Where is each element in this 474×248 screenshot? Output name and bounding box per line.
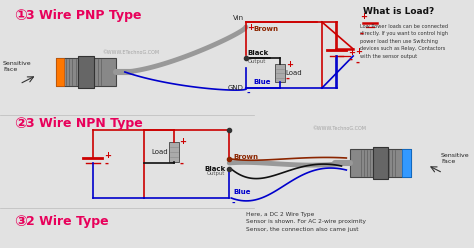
Bar: [169, 142, 179, 161]
Text: +: +: [286, 60, 293, 69]
Text: +: +: [355, 47, 362, 56]
Text: Low Power loads can be connected
directly. If you want to control high
power loa: Low Power loads can be connected directl…: [360, 24, 448, 59]
Text: ①: ①: [14, 8, 27, 23]
Text: ②: ②: [14, 116, 27, 131]
Text: ③: ③: [14, 214, 27, 229]
Text: Vin: Vin: [233, 15, 244, 21]
Text: -: -: [355, 58, 359, 68]
Text: ©WWW.ETechnoG.COM: ©WWW.ETechnoG.COM: [102, 50, 160, 55]
Text: -: -: [180, 158, 183, 168]
Text: Blue: Blue: [233, 189, 251, 195]
Text: Brown: Brown: [254, 26, 279, 32]
Text: +: +: [360, 12, 367, 21]
Text: Blue: Blue: [254, 79, 271, 85]
Text: Black: Black: [248, 50, 269, 56]
Text: +: +: [104, 152, 111, 160]
Text: Load: Load: [286, 70, 302, 76]
Text: 3 Wire PNP Type: 3 Wire PNP Type: [27, 9, 142, 22]
Text: -: -: [348, 55, 352, 65]
Text: What is Load?: What is Load?: [363, 7, 434, 16]
Text: Brown: Brown: [233, 154, 258, 160]
Text: Sensitive
Face: Sensitive Face: [3, 61, 32, 72]
Text: GND: GND: [228, 85, 244, 91]
Text: Load: Load: [151, 149, 168, 155]
Text: Here, a DC 2 Wire Type
Sensor is shown. For AC 2-wire proximity
Sensor, the conn: Here, a DC 2 Wire Type Sensor is shown. …: [246, 212, 366, 232]
Text: +: +: [247, 23, 254, 32]
Text: -: -: [360, 29, 364, 39]
Text: 2 Wire Type: 2 Wire Type: [27, 215, 109, 228]
Bar: [56, 58, 116, 86]
Text: Output: Output: [248, 59, 266, 64]
Bar: [350, 149, 410, 177]
Text: ©WWW.TechnoG.COM: ©WWW.TechnoG.COM: [312, 125, 366, 130]
Text: Black: Black: [204, 166, 225, 172]
Text: Output: Output: [207, 171, 225, 176]
Bar: [275, 64, 285, 82]
Text: -: -: [247, 89, 250, 98]
Text: -: -: [104, 159, 109, 169]
Bar: [402, 149, 410, 177]
Text: Sensitive
Face: Sensitive Face: [441, 153, 470, 164]
Bar: [56, 58, 64, 86]
Text: +: +: [180, 137, 186, 146]
Text: 3 Wire NPN Type: 3 Wire NPN Type: [27, 117, 143, 130]
Text: -: -: [231, 199, 235, 208]
Text: +: +: [348, 48, 356, 57]
Bar: [78, 56, 93, 88]
Text: -: -: [286, 74, 290, 84]
Bar: [373, 147, 388, 179]
